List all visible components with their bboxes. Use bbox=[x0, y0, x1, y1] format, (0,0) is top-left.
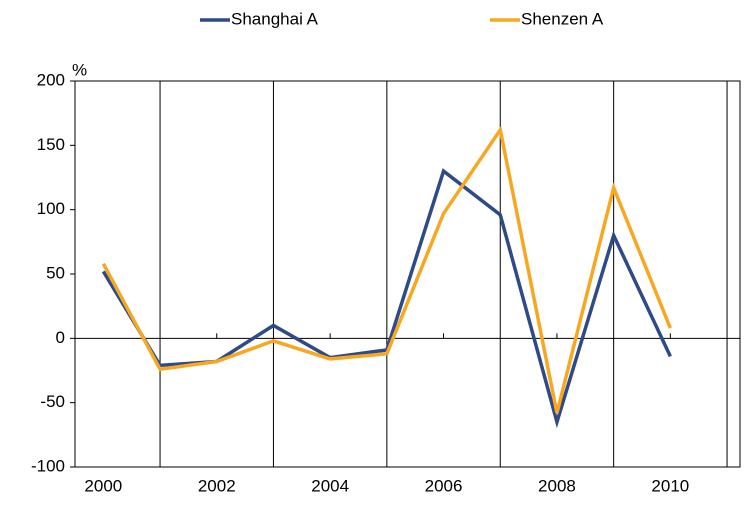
x-tick-label: 2008 bbox=[538, 476, 576, 495]
x-tick-label: 2004 bbox=[311, 476, 349, 495]
y-tick-label: 0 bbox=[56, 328, 65, 347]
x-tick-label: 2002 bbox=[198, 476, 236, 495]
y-tick-label: -100 bbox=[31, 456, 65, 475]
y-tick-label: 200 bbox=[37, 70, 65, 89]
y-tick-label: 50 bbox=[46, 263, 65, 282]
x-tick-label: 2000 bbox=[84, 476, 122, 495]
y-tick-label: 150 bbox=[37, 135, 65, 154]
x-tick-label: 2010 bbox=[651, 476, 689, 495]
series-line bbox=[101, 125, 672, 414]
y-unit: % bbox=[72, 60, 87, 79]
legend-label: Shanghai A bbox=[231, 9, 319, 28]
plot-frame bbox=[74, 80, 741, 468]
legend-label: Shenzen A bbox=[521, 9, 604, 28]
y-tick-label: 100 bbox=[37, 199, 65, 218]
y-tick-label: -50 bbox=[40, 392, 65, 411]
x-tick-label: 2006 bbox=[425, 476, 463, 495]
